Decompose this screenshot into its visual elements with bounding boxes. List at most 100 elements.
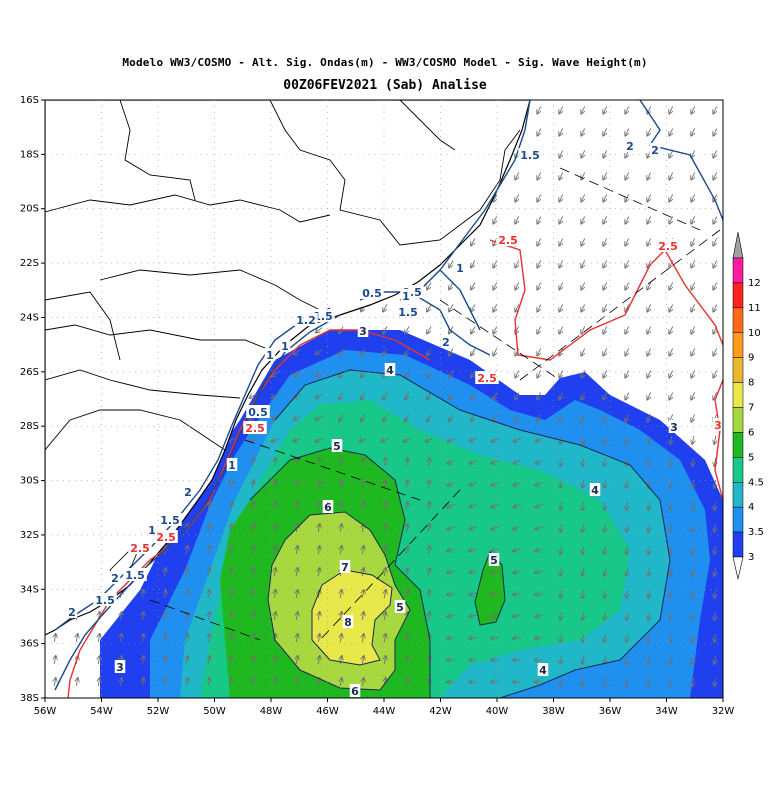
direction-arrow: [582, 524, 583, 532]
direction-arrow: [428, 458, 429, 466]
svg-text:6: 6: [324, 501, 332, 514]
direction-arrow: [449, 370, 454, 378]
direction-arrow: [513, 438, 521, 442]
direction-arrow: [626, 436, 627, 444]
direction-arrow: [604, 568, 605, 576]
direction-arrow: [383, 326, 388, 334]
direction-arrow: [491, 549, 500, 551]
state-border: [45, 291, 121, 361]
direction-arrow: [560, 546, 561, 554]
direction-arrow: [625, 106, 628, 113]
direction-arrow: [252, 568, 253, 576]
direction-arrow: [626, 502, 627, 510]
direction-arrow: [559, 326, 562, 333]
direction-arrow: [603, 304, 606, 311]
state-border: [45, 409, 226, 451]
direction-arrow: [603, 348, 606, 355]
direction-arrow: [647, 304, 650, 311]
direction-arrow: [340, 590, 341, 598]
direction-arrow: [406, 590, 407, 598]
direction-arrow: [362, 502, 363, 510]
direction-arrow: [142, 634, 143, 642]
direction-arrow: [691, 392, 694, 399]
svg-text:1.5: 1.5: [313, 310, 333, 323]
svg-text:2: 2: [626, 140, 634, 153]
direction-arrow: [164, 612, 165, 620]
direction-arrow: [603, 282, 606, 289]
direction-arrow: [340, 612, 341, 620]
direction-arrow: [625, 216, 628, 223]
direction-arrow: [648, 568, 649, 576]
direction-arrow: [493, 392, 496, 399]
direction-arrow: [560, 590, 561, 598]
direction-arrow: [427, 392, 432, 400]
direction-arrow: [691, 260, 694, 267]
direction-arrow: [120, 612, 121, 620]
direction-arrow: [713, 392, 716, 399]
direction-arrow: [186, 678, 187, 686]
direction-arrow: [559, 238, 562, 245]
direction-arrow: [670, 678, 671, 686]
direction-arrow: [603, 172, 606, 179]
direction-arrow: [98, 634, 99, 642]
direction-arrow: [648, 656, 649, 664]
direction-arrow: [362, 480, 363, 488]
direction-arrow: [513, 460, 521, 463]
svg-text:8: 8: [344, 616, 352, 629]
direction-arrow: [647, 282, 650, 289]
direction-arrow: [604, 458, 605, 466]
lat-tick-label: 28S: [20, 421, 39, 432]
contour-label-red: 2.5: [496, 233, 520, 247]
direction-arrow: [384, 480, 385, 488]
contour-label-height: 8: [342, 615, 354, 629]
lat-tick-label: 26S: [20, 367, 39, 378]
direction-arrow: [670, 436, 671, 444]
direction-arrow: [560, 634, 561, 642]
direction-arrow: [362, 634, 363, 642]
direction-arrow: [537, 216, 540, 223]
direction-arrow: [713, 216, 716, 223]
map-title: Modelo WW3/COSMO - Alt. Sig. Ondas(m) - …: [122, 56, 648, 69]
direction-arrow: [560, 656, 561, 664]
direction-arrow: [447, 638, 456, 639]
direction-arrow: [559, 414, 562, 421]
direction-arrow: [515, 260, 518, 267]
direction-arrow: [447, 571, 456, 573]
lon-tick-label: 38W: [542, 706, 565, 717]
direction-arrow: [581, 194, 584, 201]
direction-arrow: [384, 590, 385, 598]
direction-arrow: [471, 370, 476, 378]
direction-arrow: [428, 568, 429, 576]
svg-text:0.5: 0.5: [362, 287, 382, 300]
direction-arrow: [714, 590, 715, 598]
svg-text:2.5: 2.5: [156, 531, 176, 544]
colorbar-label: 4.5: [748, 477, 764, 488]
direction-arrow: [252, 590, 253, 598]
direction-arrow: [537, 260, 540, 267]
direction-arrow: [405, 414, 410, 422]
direction-arrow: [603, 128, 606, 135]
direction-arrow: [230, 546, 231, 554]
direction-arrow: [274, 502, 275, 510]
direction-arrow: [581, 260, 584, 267]
lon-tick-label: 32W: [712, 706, 735, 717]
direction-arrow: [208, 546, 209, 554]
direction-arrow: [54, 634, 55, 642]
svg-text:2.5: 2.5: [130, 542, 150, 555]
direction-arrow: [515, 172, 518, 179]
direction-arrow: [691, 370, 694, 377]
colorbar-swatch: [732, 357, 744, 383]
direction-arrow: [648, 458, 649, 466]
direction-arrow: [537, 194, 540, 201]
direction-arrow: [647, 348, 650, 355]
direction-arrow: [384, 502, 385, 510]
longitude-axis: 56W 54W 52W 50W 48W 46W 44W 42W 40W 38W 36W 34W 32W: [34, 100, 735, 717]
direction-arrow: [384, 568, 385, 576]
direction-arrow: [427, 326, 432, 334]
direction-arrow: [271, 438, 279, 442]
direction-arrow: [230, 590, 231, 598]
direction-arrow: [670, 480, 671, 488]
direction-arrow: [626, 656, 627, 664]
direction-arrow: [535, 571, 544, 573]
direction-arrow: [428, 612, 429, 620]
